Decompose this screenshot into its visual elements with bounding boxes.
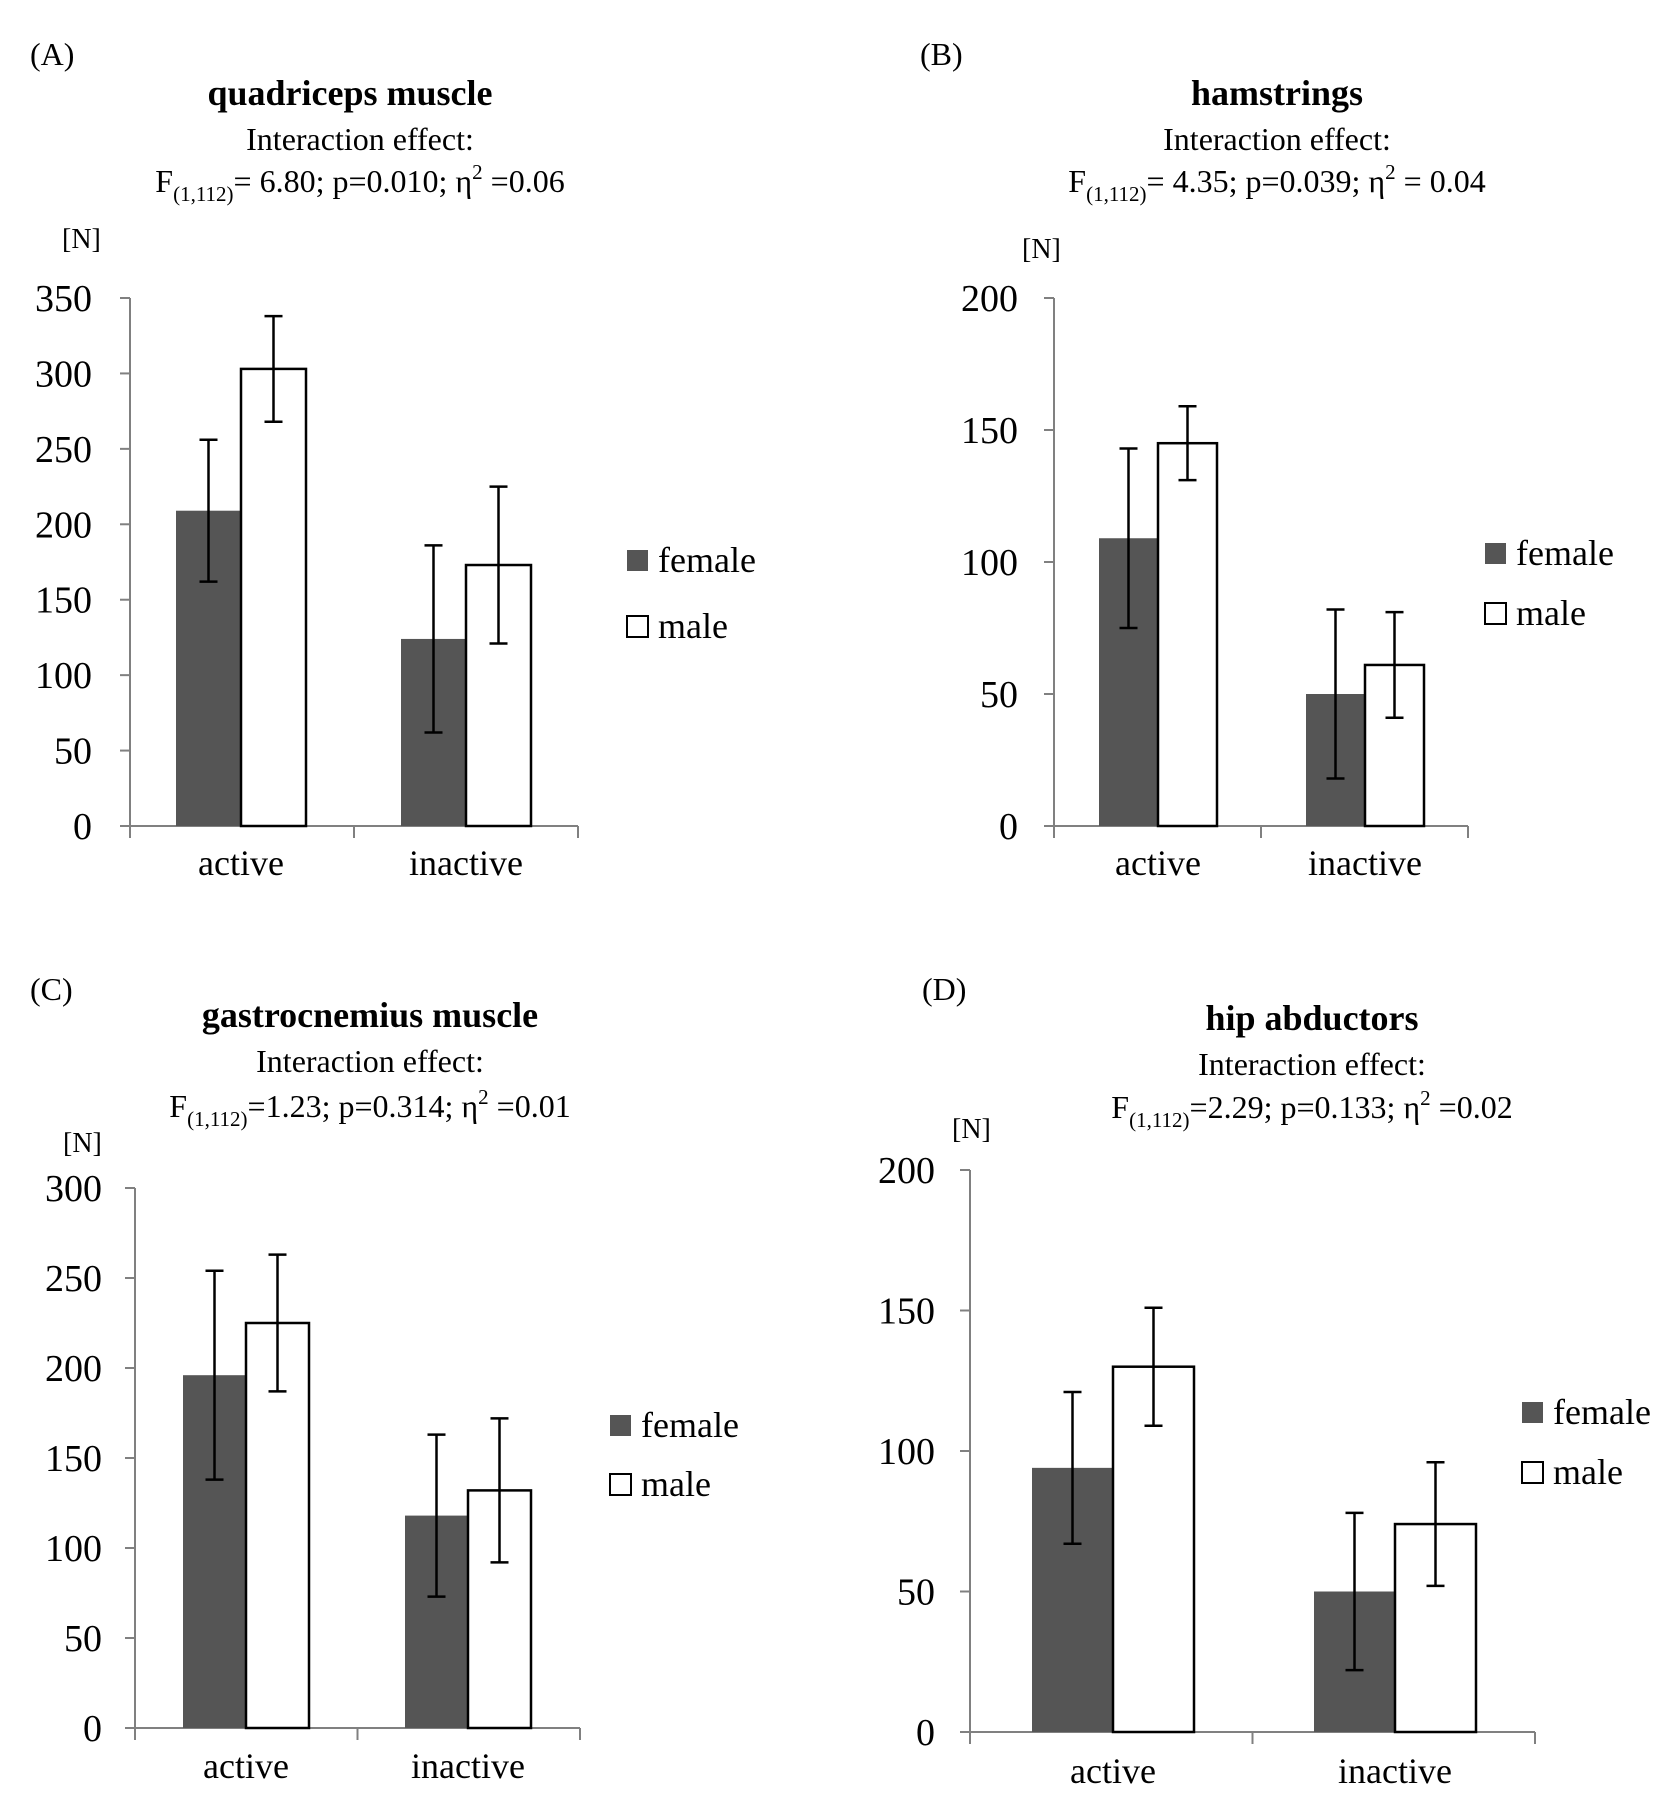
x-tick-label: active <box>1070 1751 1156 1791</box>
x-tick-label: inactive <box>411 1746 525 1786</box>
legend-label-female: female <box>641 1405 739 1445</box>
stat-text: =1.23; p=0.314; η <box>248 1088 479 1124</box>
y-tick-label: 50 <box>980 674 1018 716</box>
chart-title: hip abductors <box>1205 998 1418 1038</box>
bar-male-active <box>1111 1365 1196 1734</box>
y-tick-label: 100 <box>45 1528 102 1570</box>
stat-prefix: F <box>1068 163 1086 199</box>
y-unit-label: [N] <box>952 1114 991 1145</box>
stat-subscript: (1,112) <box>187 1107 247 1131</box>
y-tick-label: 50 <box>897 1572 935 1614</box>
y-tick-label: 150 <box>878 1291 935 1333</box>
legend-label-male: male <box>658 606 728 646</box>
chart-subtitle: Interaction effect: <box>256 1043 484 1079</box>
stat-text: = 4.35; p=0.039; η <box>1147 163 1386 199</box>
stat-prefix: F <box>169 1088 187 1124</box>
x-tick-label: active <box>203 1746 289 1786</box>
stat-superscript: 2 <box>478 1085 489 1109</box>
y-tick-label: 150 <box>35 580 92 622</box>
interaction-stat: F(1,112)= 6.80; p=0.010; η2 =0.06 <box>155 160 564 206</box>
y-tick-label: 0 <box>999 806 1018 848</box>
legend-swatch-male <box>609 1473 632 1496</box>
y-tick-label: 200 <box>35 504 92 546</box>
interaction-stat: F(1,112)= 4.35; p=0.039; η2 = 0.04 <box>1068 160 1485 206</box>
y-unit-label: [N] <box>63 1128 102 1159</box>
x-tick-label: active <box>1115 843 1201 883</box>
legend-swatch-male <box>1484 602 1507 625</box>
stat-superscript: 2 <box>1420 1086 1431 1110</box>
stat-text: =2.29; p=0.133; η <box>1190 1089 1421 1125</box>
chart-subtitle: Interaction effect: <box>246 121 474 157</box>
stat-subscript: (1,112) <box>1086 182 1146 206</box>
y-tick-label: 200 <box>961 278 1018 320</box>
legend-swatch-female <box>1522 1402 1543 1423</box>
y-tick-label: 150 <box>961 410 1018 452</box>
y-tick-label: 0 <box>83 1708 102 1750</box>
y-tick-label: 250 <box>45 1258 102 1300</box>
chart-subtitle: Interaction effect: <box>1198 1046 1426 1082</box>
chart-title: hamstrings <box>1191 73 1363 113</box>
legend-label-female: female <box>1553 1392 1651 1432</box>
stat-value: =0.02 <box>1431 1089 1513 1125</box>
panel-label: (A) <box>30 36 74 72</box>
legend-swatch-male <box>626 615 649 638</box>
y-tick-label: 300 <box>35 353 92 395</box>
stat-superscript: 2 <box>1385 160 1396 184</box>
x-tick-label: inactive <box>409 843 523 883</box>
x-tick-label: inactive <box>1338 1751 1452 1791</box>
legend-swatch-male <box>1521 1461 1544 1484</box>
x-tick-label: inactive <box>1308 843 1422 883</box>
y-tick-label: 200 <box>45 1348 102 1390</box>
legend-label-male: male <box>1553 1452 1623 1492</box>
chart-title: quadriceps muscle <box>207 73 492 113</box>
y-unit-label: [N] <box>1022 234 1061 265</box>
x-tick-label: active <box>198 843 284 883</box>
y-tick-label: 250 <box>35 429 92 471</box>
bar-male-active <box>1156 441 1219 828</box>
chart-subtitle: Interaction effect: <box>1163 121 1391 157</box>
y-tick-label: 300 <box>45 1168 102 1210</box>
stat-prefix: F <box>1111 1089 1129 1125</box>
y-tick-label: 0 <box>916 1712 935 1754</box>
y-tick-label: 100 <box>961 542 1018 584</box>
chart-title: gastrocnemius muscle <box>202 995 538 1035</box>
legend-swatch-female <box>610 1415 631 1436</box>
legend-swatch-female <box>1485 543 1506 564</box>
y-tick-label: 150 <box>45 1438 102 1480</box>
stat-value: =0.01 <box>489 1088 571 1124</box>
stat-text: = 6.80; p=0.010; η <box>234 163 473 199</box>
interaction-stat: F(1,112)=1.23; p=0.314; η2 =0.01 <box>169 1085 570 1131</box>
legend-swatch-female <box>627 550 648 571</box>
panel-label: (D) <box>922 971 966 1007</box>
legend-label-female: female <box>1516 533 1614 573</box>
bar-male-active <box>239 367 308 828</box>
legend-label-male: male <box>1516 593 1586 633</box>
panel-label: (C) <box>30 971 73 1007</box>
panel-d: (D) hip abductors Interaction effect: F(1,1… <box>878 971 1651 1791</box>
legend-label-male: male <box>641 1464 711 1504</box>
stat-subscript: (1,112) <box>1129 1108 1189 1132</box>
legend-label-female: female <box>658 540 756 580</box>
y-tick-label: 100 <box>878 1431 935 1473</box>
y-tick-label: 350 <box>35 278 92 320</box>
y-tick-label: 200 <box>878 1150 935 1192</box>
stat-value: = 0.04 <box>1396 163 1486 199</box>
y-tick-label: 50 <box>54 731 92 773</box>
stat-subscript: (1,112) <box>173 182 233 206</box>
interaction-stat: F(1,112)=2.29; p=0.133; η2 =0.02 <box>1111 1086 1512 1132</box>
panel-label: (B) <box>920 36 963 72</box>
y-tick-label: 50 <box>64 1618 102 1660</box>
stat-superscript: 2 <box>472 160 483 184</box>
stat-prefix: F <box>155 163 173 199</box>
panel-c: (C) gastrocnemius muscle Interaction effec… <box>30 971 739 1786</box>
y-tick-label: 100 <box>35 655 92 697</box>
y-unit-label: [N] <box>62 224 101 255</box>
stat-value: =0.06 <box>483 163 565 199</box>
y-tick-label: 0 <box>73 806 92 848</box>
